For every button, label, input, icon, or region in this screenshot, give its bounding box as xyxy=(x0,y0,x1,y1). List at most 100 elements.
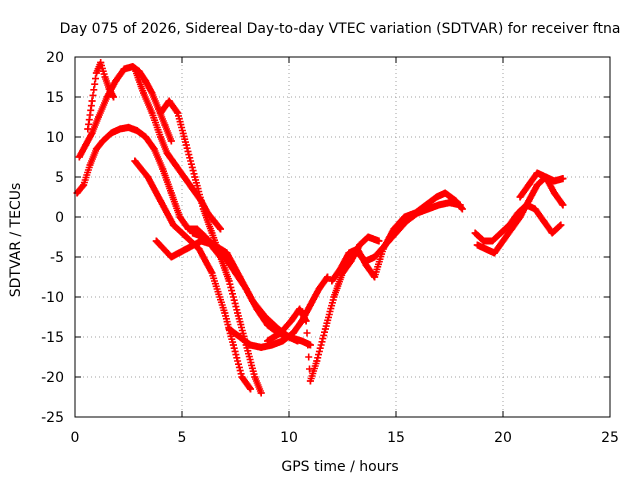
data-point xyxy=(161,121,169,129)
data-point xyxy=(184,225,192,233)
y-tick-label: -5 xyxy=(50,250,64,266)
data-point xyxy=(131,157,139,165)
data-point xyxy=(480,237,488,245)
data-point xyxy=(473,241,481,249)
data-point xyxy=(225,277,233,285)
data-point xyxy=(285,333,293,341)
y-tick-label: 10 xyxy=(46,130,64,146)
data-point xyxy=(381,241,389,249)
plot-frame xyxy=(74,56,611,418)
y-tick-label: 20 xyxy=(46,50,64,66)
axes: 0 5 10 15 20 25 -25 -20 -15 -10 -5 0 5 10 15 20 xyxy=(41,50,619,446)
data-point xyxy=(217,225,224,233)
data-point xyxy=(176,213,184,221)
data-point xyxy=(306,377,314,385)
data-point xyxy=(82,141,90,149)
data-point xyxy=(105,85,113,93)
data-point xyxy=(165,97,173,105)
data-point xyxy=(225,325,233,333)
data-point xyxy=(182,233,190,241)
x-tick-label: 5 xyxy=(178,430,187,446)
data-point xyxy=(257,343,265,351)
data-point xyxy=(424,205,432,213)
data-point xyxy=(540,217,548,225)
data-point xyxy=(392,229,400,237)
data-point xyxy=(167,253,175,261)
data-point xyxy=(550,177,558,185)
data-point xyxy=(221,253,229,261)
series-arc-8 xyxy=(225,273,331,351)
data-point xyxy=(264,321,272,329)
data-point xyxy=(287,317,295,325)
data-point xyxy=(167,189,175,197)
data-point xyxy=(208,229,216,237)
data-point xyxy=(148,89,156,97)
data-point xyxy=(505,221,513,229)
data-point xyxy=(172,161,180,169)
data-point xyxy=(257,389,265,397)
data-point xyxy=(523,201,530,209)
data-point xyxy=(169,221,177,229)
data-point xyxy=(488,237,496,245)
data-point xyxy=(328,277,336,285)
data-point xyxy=(210,217,218,225)
data-point xyxy=(116,125,124,133)
data-point xyxy=(542,173,550,181)
data-point xyxy=(548,229,556,237)
data-point xyxy=(330,293,338,301)
data-point xyxy=(247,341,254,349)
data-point xyxy=(97,59,105,67)
data-point xyxy=(371,253,379,261)
data-point xyxy=(86,161,94,169)
data-point xyxy=(163,149,171,157)
data-point xyxy=(189,185,197,193)
series-arc-3 xyxy=(84,59,117,133)
data-point xyxy=(533,181,541,189)
data-point xyxy=(435,201,443,209)
data-point xyxy=(276,329,284,337)
data-point xyxy=(550,189,558,197)
data-point xyxy=(242,285,250,293)
data-point xyxy=(364,233,372,241)
data-point xyxy=(247,385,254,393)
data-point xyxy=(232,269,239,277)
data-point xyxy=(110,93,117,101)
data-point xyxy=(446,199,453,207)
x-tick-label: 15 xyxy=(387,430,405,446)
y-tick-label: 0 xyxy=(55,210,64,226)
data-point xyxy=(345,249,353,257)
data-point xyxy=(471,229,479,237)
data-point xyxy=(302,317,310,325)
series-arc-6 xyxy=(131,157,254,393)
series-arc-15 xyxy=(516,169,567,209)
data-point xyxy=(313,357,321,365)
chart-title: Day 075 of 2026, Sidereal Day-to-day VTE… xyxy=(60,21,621,37)
data-point xyxy=(236,333,244,341)
data-point xyxy=(268,341,276,349)
data-point xyxy=(92,145,100,153)
data-point xyxy=(279,337,287,345)
series-arc-14 xyxy=(471,201,565,245)
data-point xyxy=(356,241,364,249)
data-point xyxy=(234,309,242,317)
y-tick-label: 5 xyxy=(55,170,64,186)
y-tick-label: -25 xyxy=(41,410,64,426)
data-point xyxy=(199,233,207,241)
data-point xyxy=(125,123,132,131)
data-point xyxy=(403,217,411,225)
data-point xyxy=(99,137,107,145)
data-point xyxy=(296,305,304,313)
data-point xyxy=(103,93,111,101)
data-point xyxy=(133,127,141,135)
x-tick-label: 20 xyxy=(494,430,512,446)
data-point xyxy=(229,341,237,349)
data-point xyxy=(182,141,190,149)
data-point xyxy=(75,153,83,161)
data-point xyxy=(204,209,212,217)
data-point xyxy=(347,257,355,265)
data-point xyxy=(238,373,246,381)
data-point xyxy=(315,285,323,293)
data-point xyxy=(221,309,229,317)
data-point xyxy=(264,337,272,345)
